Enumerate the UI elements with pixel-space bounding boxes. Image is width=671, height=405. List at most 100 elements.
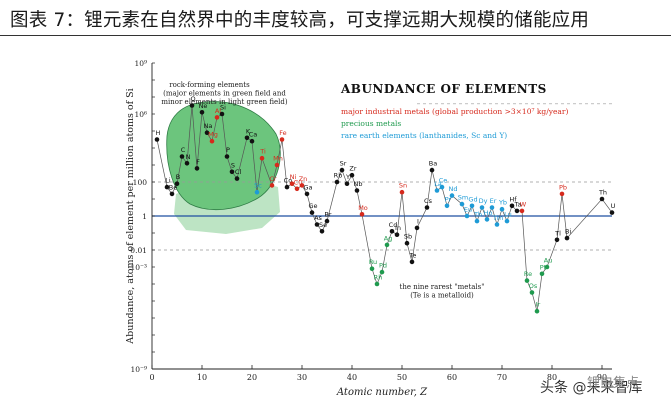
- figure-caption: 图表 7：锂元素在自然界中的丰度较高，可支撑远期大规模的储能应用: [0, 0, 671, 36]
- chart-annotation: minor elements in light green field): [161, 98, 287, 106]
- element-label-ne: Ne: [199, 102, 208, 110]
- element-point-pt: [539, 271, 545, 277]
- element-label-mg: Mg: [208, 131, 218, 139]
- element-label-pd: Pd: [379, 262, 387, 270]
- element-label-ta: Ta: [514, 200, 522, 208]
- element-label-rh: Rh: [374, 274, 383, 282]
- element-label-zr: Zr: [349, 165, 356, 173]
- element-point-cr: [269, 183, 275, 188]
- y-tick-label: 1: [142, 212, 147, 221]
- element-label-ho: Ho: [484, 209, 493, 217]
- element-point-zr: [349, 172, 355, 178]
- element-point-hf: [509, 203, 515, 209]
- element-label-b: B: [176, 173, 180, 181]
- element-label-ga: Ga: [303, 183, 312, 191]
- element-label-p: P: [226, 146, 230, 154]
- element-label-rb: Rb: [334, 172, 343, 180]
- element-point-k: [244, 135, 250, 141]
- x-tick-label: 10: [197, 373, 207, 382]
- chart-annotation: (major elements in green field and: [163, 89, 286, 97]
- element-label-ti: Ti: [259, 148, 266, 156]
- element-point-sc: [254, 189, 260, 195]
- element-point-ni: [289, 181, 295, 186]
- element-point-rh: [374, 281, 380, 287]
- element-point-ir: [534, 308, 540, 314]
- element-point-sn: [399, 189, 405, 195]
- watermark: 头条 @未来智库: [540, 380, 643, 396]
- element-point-te: [409, 259, 415, 265]
- element-label-f: F: [196, 158, 200, 166]
- element-label-te: Te: [409, 251, 417, 259]
- element-point-th: [599, 196, 605, 202]
- element-point-ga: [304, 191, 310, 197]
- element-point-cs: [424, 205, 430, 210]
- element-label-se: Se: [319, 221, 327, 229]
- element-point-yb: [499, 206, 505, 212]
- element-point-re: [524, 278, 530, 283]
- element-label-pb: Pb: [559, 183, 567, 191]
- element-point-p: [224, 154, 230, 159]
- element-label-dy: Dy: [479, 197, 488, 205]
- y-axis-title: Abundance, atoms of element per million …: [125, 88, 136, 344]
- element-point-b: [174, 181, 180, 186]
- element-label-li: Li: [165, 177, 171, 185]
- element-label-ag: Ag: [384, 234, 393, 242]
- element-point-au: [544, 264, 550, 270]
- element-point-ge: [309, 210, 315, 215]
- element-point-br: [324, 218, 330, 224]
- element-label-ca: Ca: [249, 131, 258, 139]
- y-tick-label: 10⁻⁹: [130, 365, 147, 374]
- element-point-co: [284, 184, 290, 190]
- element-label-al: Al: [215, 107, 221, 115]
- element-point-s: [229, 169, 235, 175]
- x-tick-label: 90: [597, 373, 607, 382]
- element-point-pr: [444, 203, 450, 209]
- x-tick-label: 0: [149, 373, 154, 382]
- element-point-os: [529, 290, 535, 295]
- element-point-sm: [459, 201, 465, 207]
- reference-lines: [152, 103, 612, 251]
- figure-caption-text: 图表 7：锂元素在自然界中的丰度较高，可支撑远期大规模的储能应用: [10, 10, 590, 31]
- chart-title: ABUNDANCE OF ELEMENTS: [340, 82, 547, 96]
- element-label-lu: Lu: [504, 211, 512, 219]
- element-point-ru: [369, 266, 375, 271]
- element-point-nd: [449, 193, 455, 198]
- abundance-chart: HLiBeBCNOFNeNaMgAlSiPSClKCaScTiCrMnFeCoN…: [125, 59, 616, 398]
- element-label-er: Er: [490, 197, 497, 205]
- element-point-ti: [259, 155, 265, 161]
- element-point-ca: [249, 138, 255, 144]
- chart-annotation: (Te is a metalloid): [410, 292, 474, 300]
- element-label-mn: Mn: [273, 155, 283, 163]
- element-label-as: As: [314, 214, 322, 222]
- element-label-hf: Hf: [509, 195, 517, 203]
- element-point-ba: [429, 167, 435, 173]
- element-point-cd: [389, 229, 395, 234]
- element-point-be: [169, 191, 175, 197]
- element-label-si: Si: [220, 104, 226, 112]
- element-label-re: Re: [524, 270, 532, 278]
- element-point-tl: [554, 237, 560, 243]
- element-point-eu: [464, 213, 470, 219]
- legend-entry: major industrial metals (global producti…: [341, 107, 568, 116]
- element-label-co: Co: [284, 177, 293, 185]
- element-label-ru: Ru: [369, 258, 377, 266]
- element-point-tb: [474, 218, 480, 224]
- element-point-n: [184, 161, 190, 166]
- element-label-fe: Fe: [279, 129, 286, 137]
- element-point-f: [194, 166, 200, 171]
- element-label-sc: Sc: [254, 182, 262, 190]
- legend-entry: precious metals: [341, 119, 401, 128]
- element-label-cr: Cr: [269, 175, 277, 183]
- element-point-pb: [559, 191, 565, 197]
- element-label-s: S: [231, 161, 235, 169]
- element-label-bi: Bi: [565, 228, 571, 236]
- rock-forming-field: [166, 101, 281, 234]
- element-point-ta: [514, 208, 520, 214]
- x-tick-label: 80: [547, 373, 557, 382]
- element-label-nb: Nb: [354, 180, 363, 188]
- element-point-mn: [274, 162, 280, 168]
- element-point-lu: [504, 218, 510, 224]
- element-label-au: Au: [544, 257, 553, 265]
- y-tick-label: 10⁶: [134, 110, 147, 119]
- element-point-li: [164, 184, 170, 190]
